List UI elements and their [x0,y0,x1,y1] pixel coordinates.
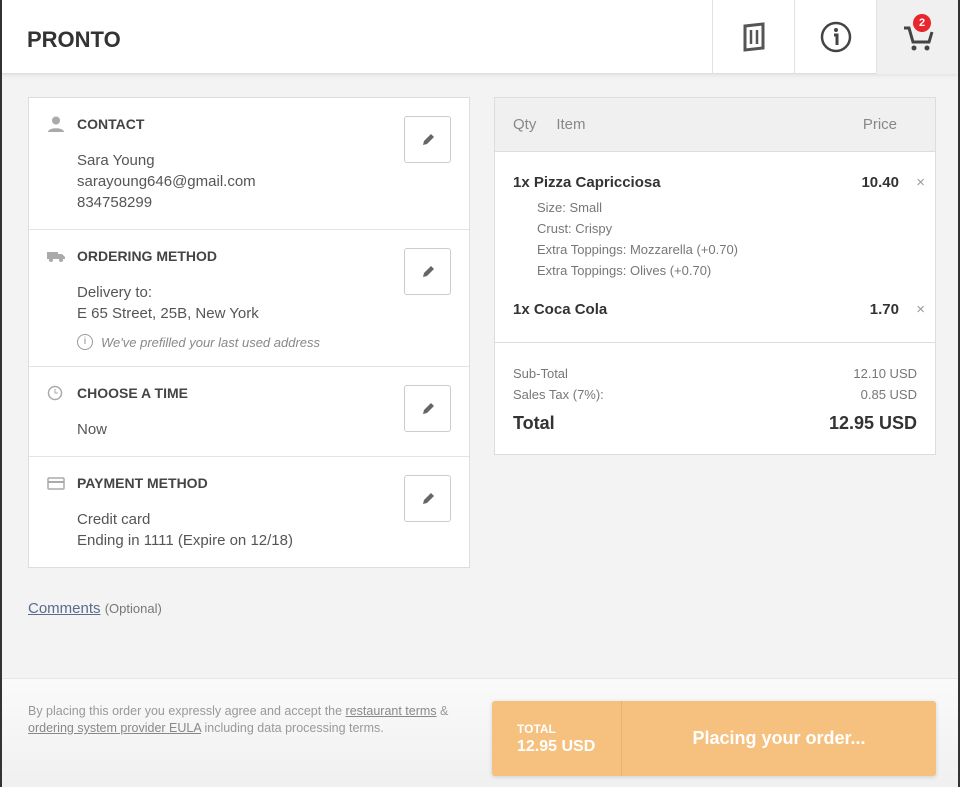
eula-link[interactable]: ordering system provider EULA [28,721,201,735]
time-value: Now [77,421,108,438]
cart-header: Qty Item Price [495,98,935,152]
cart-count-badge: 2 [913,14,931,32]
total-label: Total [513,413,555,433]
checkout-details: CONTACT Sara Young sarayoung646@gmail.co… [28,97,470,568]
pencil-icon [422,133,434,145]
cart-items: 1x Pizza Capricciosa 10.40 × Size: Small C… [495,152,935,343]
info-icon [820,21,851,53]
menu-icon [743,22,764,52]
section-title: ORDERING METHOD [77,248,217,264]
item-option: Crust: Crispy [537,221,613,236]
price-header: Price [862,116,897,133]
payment-detail: Ending in 1111 (Expire on 12/18) [77,532,293,549]
comments-link[interactable]: Comments [28,600,101,617]
edit-time-button[interactable] [404,385,451,432]
comments-hint: (Optional) [104,601,162,616]
delivery-label: Delivery to: [77,284,153,301]
payment-section: PAYMENT METHOD Credit card Ending in 111… [29,457,469,567]
pencil-icon [422,402,434,414]
payment-method: Credit card [77,511,151,528]
item-price: 10.40 [861,174,899,191]
item-option: Extra Toppings: Mozzarella (+0.70) [537,242,738,257]
order-summary: Qty Item Price 1x Pizza Capricciosa 10.40… [494,97,936,455]
contact-email: sarayoung646@gmail.com [77,173,256,190]
pencil-icon [422,492,434,504]
footer: By placing this order you expressly agre… [2,678,958,787]
cart-item: 1x Coca Cola 1.70 × [513,301,925,318]
user-icon [48,116,64,132]
contact-name: Sara Young [77,152,155,169]
info-icon: i [77,334,93,350]
tax-label: Sales Tax (7%): [513,387,604,402]
terms-pre: By placing this order you expressly agre… [28,704,346,718]
terms-mid: & [436,704,449,718]
edit-payment-button[interactable] [404,475,451,522]
note-text: We've prefilled your last used address [101,334,321,350]
button-total: TOTAL 12.95 USD [492,701,622,776]
address-note: i We've prefilled your last used address [77,334,449,350]
contact-phone: 834758299 [77,194,153,211]
subtotal-label: Sub-Total [513,366,568,381]
header: PRONTO 2 [2,0,958,74]
item-option: Extra Toppings: Olives (+0.70) [537,263,712,278]
item-option: Size: Small [537,200,603,215]
terms-text: By placing this order you expressly agre… [28,703,458,737]
delivery-address: E 65 Street, 25B, New York [77,305,259,322]
terms-post: including data processing terms. [201,721,384,735]
clock-icon [47,385,63,401]
brand-logo: PRONTO [27,27,121,52]
button-total-label: TOTAL [517,722,556,736]
place-order-label: Placing your order... [692,728,866,748]
totals: Sub-Total 12.10 USD Sales Tax (7%): 0.85 U… [495,343,935,454]
menu-button[interactable] [712,0,794,74]
cart-item: 1x Pizza Capricciosa 10.40 × Size: Small C… [513,174,925,281]
cart-button[interactable]: 2 [876,0,958,74]
restaurant-terms-link[interactable]: restaurant terms [345,704,437,718]
info-button[interactable] [794,0,876,74]
item-price: 1.70 [869,301,899,318]
section-title: CHOOSE A TIME [77,385,188,401]
qty-header: Qty [513,116,537,133]
section-title: CONTACT [77,116,145,132]
pencil-icon [422,265,434,277]
edit-contact-button[interactable] [404,116,451,163]
cart-icon [903,26,933,51]
time-section: CHOOSE A TIME Now [29,367,469,457]
comments: Comments (Optional) [28,600,162,617]
section-title: PAYMENT METHOD [77,475,208,491]
subtotal-value: 12.10 USD [853,366,917,381]
remove-item-icon[interactable]: × [916,301,925,318]
ordering-method-section: ORDERING METHOD Delivery to: E 65 Street… [29,230,469,367]
credit-card-icon [47,477,65,490]
tax-value: 0.85 USD [860,387,917,402]
remove-item-icon[interactable]: × [916,174,925,191]
total-value: 12.95 USD [828,413,917,433]
truck-icon [47,252,65,262]
item-header: Item [556,116,586,133]
button-total-value: 12.95 USD [517,738,596,755]
place-order-button[interactable]: TOTAL 12.95 USD Placing your order... [492,701,936,776]
item-name: 1x Pizza Capricciosa [513,174,661,191]
contact-section: CONTACT Sara Young sarayoung646@gmail.co… [29,98,469,230]
edit-ordering-method-button[interactable] [404,248,451,295]
item-name: 1x Coca Cola [513,301,608,318]
